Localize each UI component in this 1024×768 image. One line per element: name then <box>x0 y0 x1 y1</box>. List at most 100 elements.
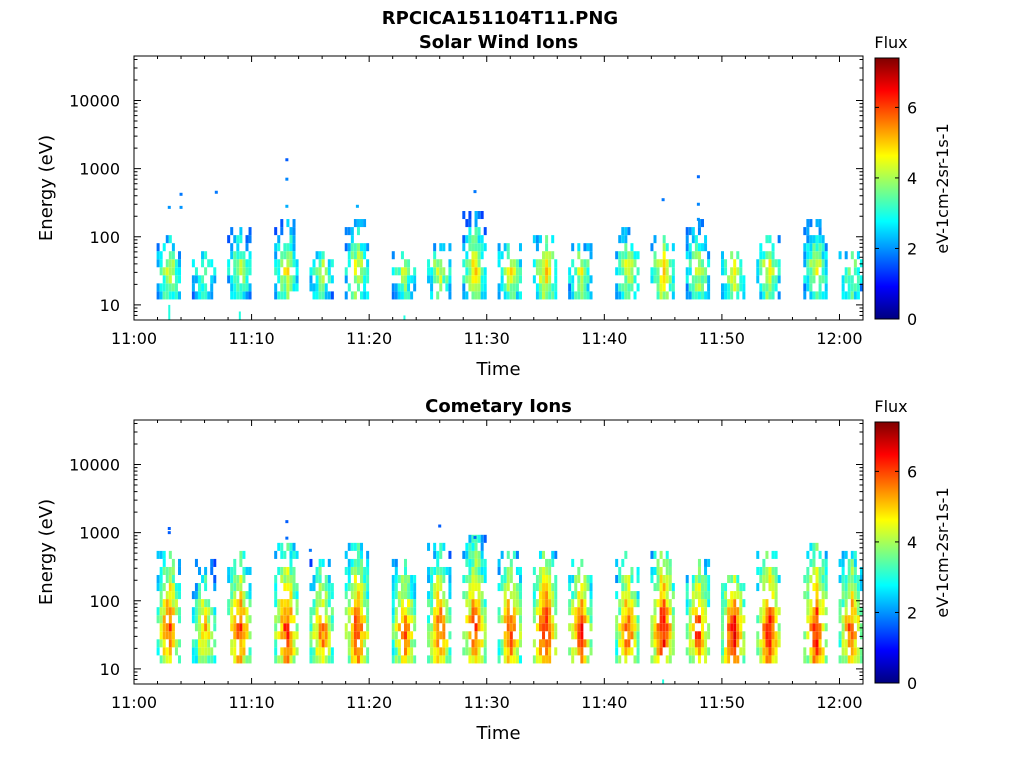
heatmap-cell <box>688 243 692 252</box>
heatmap-cell <box>366 655 370 664</box>
heatmap-cell <box>668 558 672 567</box>
heatmap-cell <box>624 550 628 559</box>
heatmap-cell <box>568 607 572 616</box>
heatmap-cell <box>168 583 172 592</box>
heatmap-cell <box>806 283 810 292</box>
heatmap-cell <box>178 615 182 624</box>
heatmap-cell <box>691 639 695 648</box>
heatmap-cell <box>245 259 249 268</box>
heatmap-cell <box>318 291 322 300</box>
heatmap-cell <box>315 655 319 664</box>
heatmap-cell <box>720 647 724 656</box>
heatmap-cell <box>824 639 828 648</box>
heatmap-cell <box>574 267 578 276</box>
heatmap-cell <box>665 591 669 600</box>
heatmap-cell <box>803 283 807 292</box>
heatmap-cell <box>403 259 407 268</box>
heatmap-cell <box>662 243 666 252</box>
heatmap-cell <box>768 647 772 656</box>
heatmap-cell <box>433 639 437 648</box>
heatmap-cell <box>545 235 549 244</box>
heatmap-cell <box>844 639 848 648</box>
heatmap-cell <box>242 267 246 276</box>
heatmap-cell <box>194 639 198 648</box>
burst <box>615 227 640 300</box>
burst <box>462 534 487 664</box>
heatmap-cell <box>691 583 695 592</box>
heatmap-cell <box>242 275 246 284</box>
heatmap-cell <box>353 655 357 664</box>
heatmap-cell <box>462 631 466 640</box>
heatmap-cell <box>809 235 813 244</box>
heatmap-cell <box>295 259 299 268</box>
heatmap-cell <box>210 283 214 292</box>
heatmap-cell <box>201 259 205 268</box>
heatmap-cell <box>233 575 237 584</box>
heatmap-cell <box>315 566 319 576</box>
heatmap-cell <box>474 251 478 260</box>
heatmap-cell <box>292 583 296 592</box>
heatmap-cell <box>286 542 290 551</box>
heatmap-cell <box>774 607 778 616</box>
heatmap-cell <box>347 575 351 584</box>
heatmap-cell <box>480 243 484 252</box>
heatmap-cell <box>847 583 851 592</box>
heatmap-cell <box>704 243 708 252</box>
heatmap-cell <box>442 623 446 632</box>
heatmap-cell <box>662 591 666 600</box>
heatmap-cell <box>542 591 546 600</box>
heatmap-cell <box>618 283 622 292</box>
heatmap-cell <box>397 655 401 664</box>
heatmap-cell <box>394 655 398 664</box>
heatmap-cell <box>586 275 590 284</box>
heatmap-cell <box>366 275 370 284</box>
heatmap-cell <box>171 591 175 600</box>
heatmap-cell <box>515 607 519 616</box>
heatmap-cell <box>309 267 313 276</box>
heatmap-cell <box>812 647 816 656</box>
heatmap-cell <box>430 623 434 632</box>
heatmap-cell <box>768 575 772 584</box>
heatmap-cell <box>213 607 217 616</box>
heatmap-cell <box>236 283 240 292</box>
heatmap-cell <box>439 599 443 608</box>
heatmap-cell <box>774 655 778 664</box>
heatmap-cell <box>589 607 593 616</box>
heatmap-cell <box>344 623 348 632</box>
heatmap-cell <box>624 283 628 292</box>
colorbar-gradient <box>874 421 900 684</box>
heatmap-cell <box>230 275 234 284</box>
heatmap-cell <box>701 291 705 300</box>
heatmap-cell <box>286 575 290 584</box>
heatmap-cell <box>233 291 237 300</box>
heatmap-cell <box>178 591 182 600</box>
heatmap-cell <box>318 623 322 632</box>
heatmap-cell <box>815 251 819 260</box>
heatmap-cell <box>477 583 481 592</box>
heatmap-cell <box>292 631 296 640</box>
heatmap-cell <box>515 550 519 559</box>
sparse-point <box>355 204 359 208</box>
heatmap-cell <box>356 219 360 228</box>
heatmap-cell <box>403 655 407 664</box>
heatmap-cell <box>571 291 575 300</box>
heatmap-cell <box>480 607 484 616</box>
burst <box>756 235 781 300</box>
heatmap-cell <box>545 267 549 276</box>
heatmap-cell <box>777 267 781 276</box>
heatmap-cell <box>577 599 581 608</box>
heatmap-cell <box>403 275 407 284</box>
heatmap-cell <box>818 607 822 616</box>
heatmap-cell <box>165 267 169 276</box>
heatmap-cell <box>538 550 542 559</box>
heatmap-cell <box>551 591 555 600</box>
heatmap-cell <box>439 566 443 576</box>
heatmap-cell <box>477 655 481 664</box>
heatmap-cell <box>580 631 584 640</box>
heatmap-cell <box>391 575 395 584</box>
heatmap-cell <box>691 623 695 632</box>
heatmap-cell <box>448 607 452 616</box>
heatmap-cell <box>168 575 172 584</box>
heatmap-cell <box>739 283 743 292</box>
heatmap-cell <box>194 599 198 608</box>
